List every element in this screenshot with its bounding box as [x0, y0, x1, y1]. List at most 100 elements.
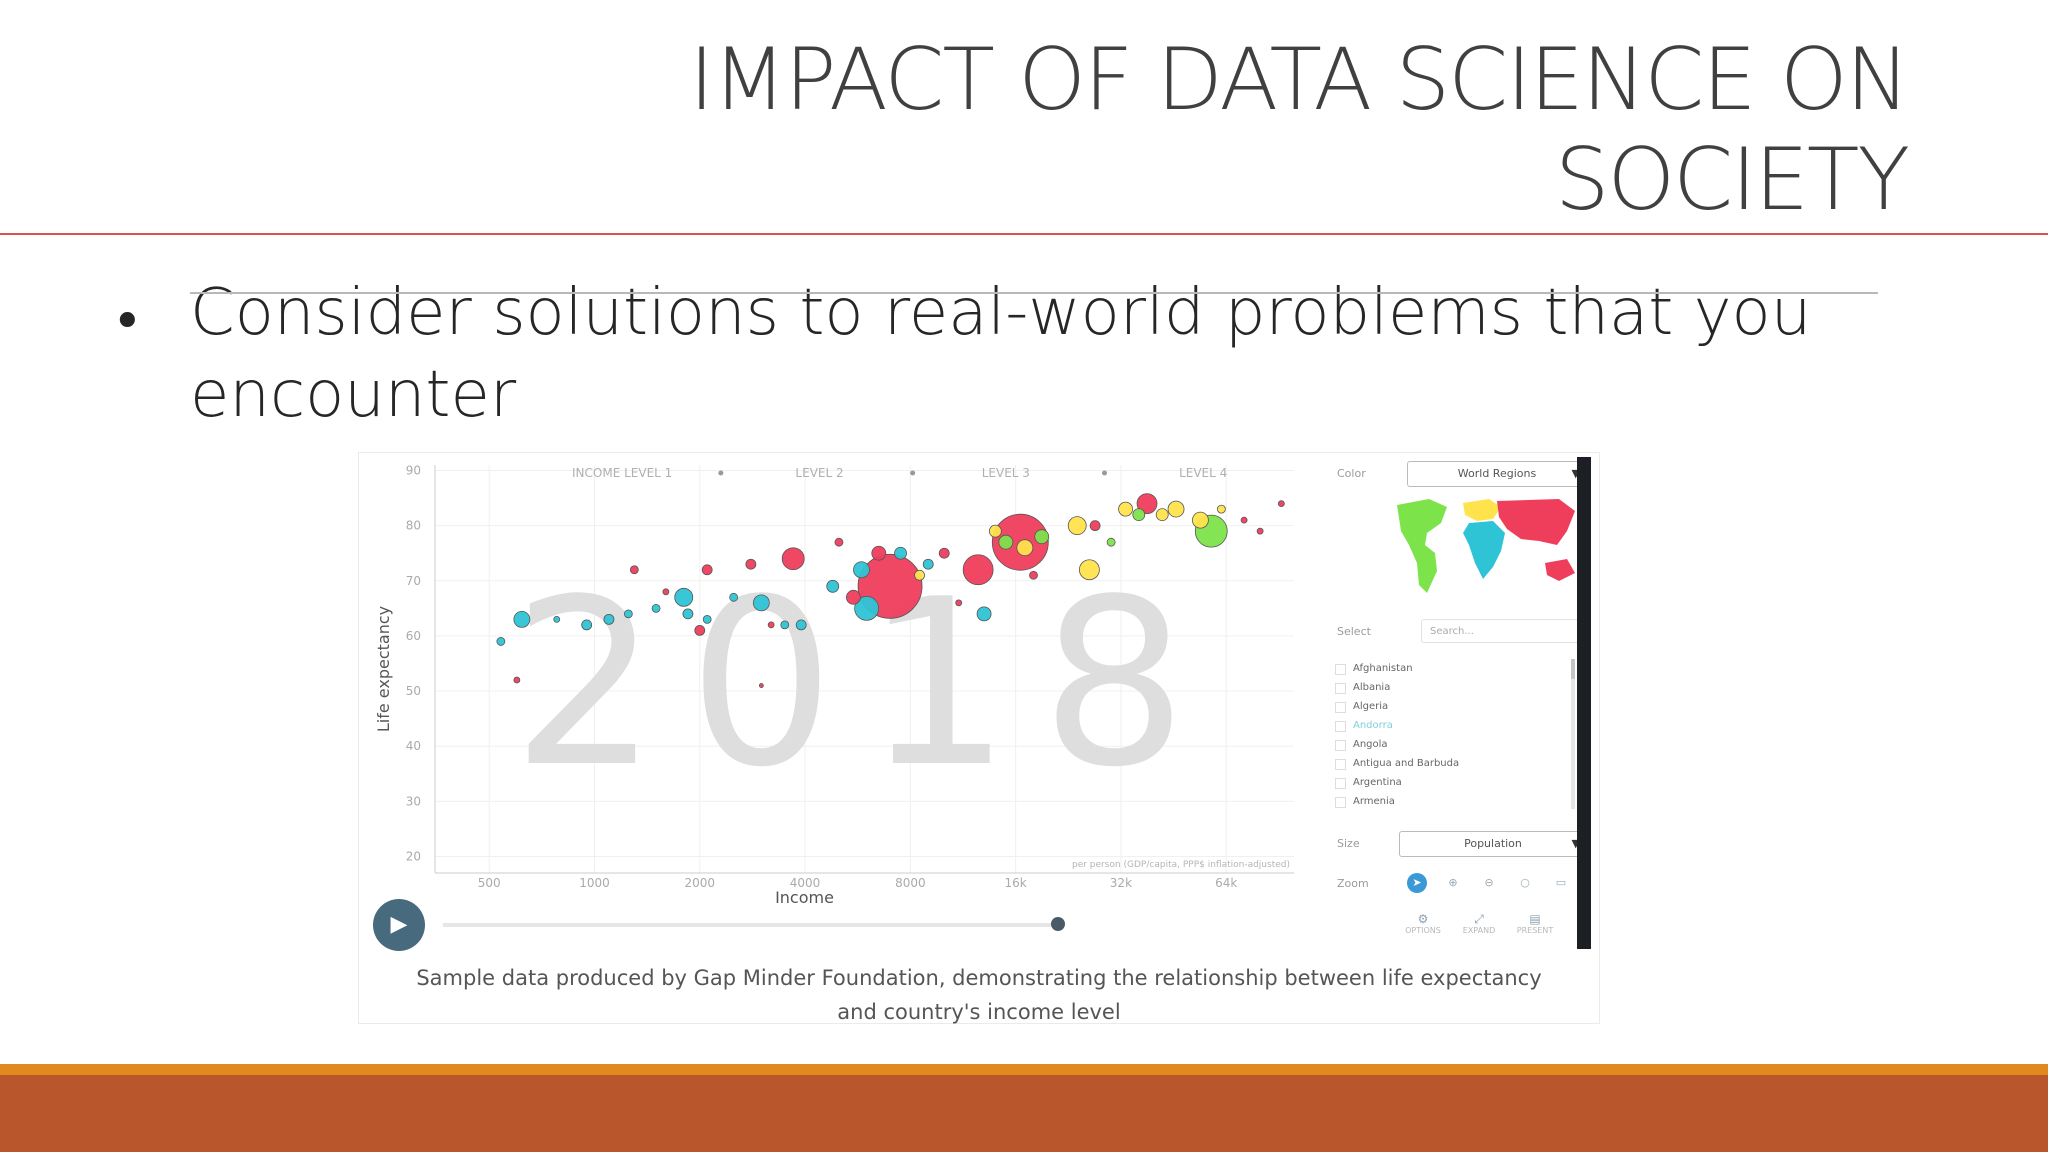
bubble-point	[581, 619, 593, 631]
zoom-in-icon[interactable]: ⊕	[1448, 876, 1458, 889]
zoom-out-icon[interactable]: ⊖	[1484, 876, 1494, 889]
country-item[interactable]: Antigua and Barbuda	[1329, 754, 1559, 773]
size-label: Size	[1337, 837, 1360, 850]
bullet-text: Consider solutions to real-world problem…	[190, 272, 1908, 436]
bubble-point	[513, 676, 521, 684]
bubble-point	[938, 547, 950, 559]
play-button[interactable]: ▶	[373, 899, 425, 951]
zoom-level-icon[interactable]: ▭	[1555, 876, 1567, 889]
bubble-point	[767, 621, 775, 629]
bullet-line-2: encounter	[190, 358, 517, 432]
country-item[interactable]: Argentina	[1329, 773, 1559, 792]
bubble-point	[513, 610, 531, 628]
bubble-point	[662, 588, 670, 596]
country-item[interactable]: Albania	[1329, 678, 1559, 697]
bubble-point	[1089, 520, 1101, 532]
bubble-point	[1106, 537, 1116, 547]
timeline-handle[interactable]	[1051, 917, 1065, 931]
bubble-point	[780, 620, 790, 630]
bubble-point	[988, 524, 1002, 538]
color-select-value: World Regions	[1457, 467, 1537, 480]
bubble-point	[1118, 501, 1133, 517]
level-separator-dot	[1102, 470, 1108, 476]
select-label: Select	[1337, 625, 1371, 638]
gapminder-screenshot: 2018 20 30 40 50 60 70 80 90 500 1000 2000 4000 8000 1…	[358, 452, 1600, 1024]
reset-icon[interactable]: ○	[1520, 876, 1530, 889]
map-africa	[1463, 521, 1505, 579]
bubble-point	[922, 558, 934, 570]
expand-label: EXPAND	[1462, 926, 1496, 935]
search-input[interactable]: Search...	[1421, 619, 1587, 643]
bubble-point	[976, 606, 992, 622]
country-item[interactable]: Armenia	[1329, 792, 1559, 811]
x-axis-title: Income	[775, 888, 834, 907]
cursor-icon[interactable]: ➤	[1407, 873, 1427, 893]
country-list: Afghanistan Albania Algeria Andorra Angola An…	[1329, 659, 1559, 811]
bubble-point	[795, 619, 807, 631]
color-select[interactable]: World Regions ▼	[1407, 461, 1587, 487]
bubble-point	[682, 608, 694, 620]
income-level-label: LEVEL 2	[795, 466, 843, 480]
bubble-point	[651, 603, 661, 613]
bubble-point	[826, 579, 840, 593]
bubble-point	[854, 595, 880, 621]
bubble-point	[1067, 516, 1087, 536]
bubble-point	[1277, 500, 1285, 507]
bubble-point	[496, 637, 506, 646]
overlay-line	[190, 292, 1878, 294]
bubble-point	[1029, 570, 1038, 580]
play-icon: ▶	[390, 912, 408, 937]
y-tick-label: 40	[406, 739, 421, 753]
x-tick-label: 2000	[684, 876, 715, 890]
gear-icon: ⚙	[1417, 912, 1429, 926]
bubble-point	[955, 599, 963, 607]
level-separator-dot	[910, 470, 916, 476]
bubble-point	[781, 547, 805, 571]
bubble-point	[758, 683, 764, 688]
size-select[interactable]: Population ▼	[1399, 831, 1587, 857]
map-oceania	[1545, 559, 1575, 581]
map-asia	[1497, 499, 1575, 545]
options-label: OPTIONS	[1405, 926, 1441, 935]
bubble-point	[1136, 493, 1158, 514]
bubble-point	[894, 546, 907, 560]
list-scrollbar[interactable]	[1571, 659, 1575, 809]
bubble-point	[553, 615, 561, 623]
bubble-point	[834, 537, 844, 547]
y-axis-title: Life expectancy	[374, 606, 393, 732]
level-separator-dot	[718, 470, 724, 476]
y-tick-label: 80	[406, 519, 421, 533]
country-item[interactable]: Algeria	[1329, 697, 1559, 716]
bubble-point	[998, 534, 1014, 550]
bubble-point	[1016, 539, 1034, 557]
zoom-label: Zoom	[1337, 877, 1369, 890]
size-select-value: Population	[1464, 837, 1522, 850]
y-tick-label: 70	[406, 574, 421, 588]
expand-icon: ⤢	[1474, 912, 1484, 926]
bubble-point	[1132, 508, 1146, 522]
color-label: Color	[1337, 467, 1366, 480]
y-tick-label: 20	[406, 849, 421, 863]
country-item[interactable]: Angola	[1329, 735, 1559, 754]
country-item[interactable]: Afghanistan	[1329, 659, 1559, 678]
x-tick-label: 4000	[790, 876, 821, 890]
present-button[interactable]: ▤ PRESENT	[1515, 913, 1555, 937]
bubble-point	[846, 589, 861, 605]
caption-line-2: and country's income level	[837, 1000, 1121, 1024]
bubble-point	[623, 609, 633, 619]
x-tick-label: 64k	[1215, 876, 1237, 890]
slide-title: IMPACT OF DATA SCIENCE ON SOCIETY	[408, 30, 1910, 230]
options-button[interactable]: ⚙ OPTIONS	[1403, 913, 1443, 937]
world-regions-map[interactable]	[1389, 493, 1589, 603]
title-divider	[0, 233, 2048, 235]
timeline-slider[interactable]	[443, 923, 1063, 927]
options-panel: Color World Regions ▼ Select Search... A…	[1319, 453, 1587, 953]
x-tick-label: 8000	[895, 876, 926, 890]
bubble-point	[1034, 529, 1050, 545]
bubble-point	[914, 569, 925, 581]
title-line-2: SOCIETY	[1554, 130, 1910, 230]
bubble-point	[694, 625, 706, 636]
expand-button[interactable]: ⤢ EXPAND	[1459, 913, 1499, 937]
country-item[interactable]: Andorra	[1329, 716, 1559, 735]
